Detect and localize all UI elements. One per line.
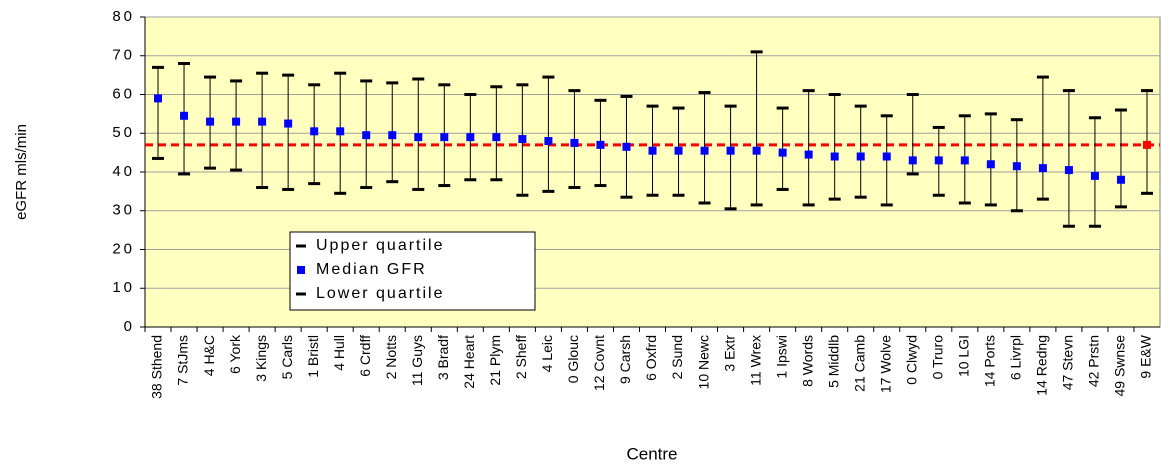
x-tick-label: 38 Sthend	[149, 335, 165, 399]
x-tick-label: 1 Ipswi	[773, 335, 789, 379]
median	[1038, 164, 1047, 173]
median	[700, 146, 709, 155]
median	[336, 127, 345, 136]
legend-label: Lower quartile	[316, 285, 445, 302]
legend-box	[289, 231, 536, 311]
x-tick-label: 2 Sund	[669, 335, 685, 379]
y-tick-label: 40	[112, 163, 135, 180]
x-tick-label: 24 Heart	[461, 335, 477, 389]
x-tick-label: 5 Carls	[279, 335, 295, 379]
median	[804, 150, 813, 159]
median	[258, 117, 267, 126]
x-tick-label: 10 LGI	[956, 335, 972, 377]
median	[908, 156, 917, 165]
median	[1012, 162, 1021, 171]
x-tick-label: 7 StJms	[175, 335, 191, 386]
median	[1142, 140, 1151, 149]
median	[492, 133, 501, 142]
x-tick-label: 0 Glouc	[565, 335, 581, 383]
median	[674, 146, 683, 155]
median	[778, 148, 787, 157]
y-tick-label: 80	[112, 8, 135, 25]
x-tick-label: 3 Kings	[253, 335, 269, 382]
median	[856, 152, 865, 161]
x-tick-label: 21 Plym	[487, 335, 503, 386]
x-tick-label: 3 Extr	[721, 335, 737, 372]
median	[206, 117, 215, 126]
x-axis-label: Centre	[626, 444, 677, 463]
x-tick-label: 11 Wrex	[747, 335, 763, 386]
x-tick-label: 10 Newc	[695, 335, 711, 389]
x-tick-label: 14 Ports	[982, 335, 998, 387]
x-tick-label: 4 Hull	[331, 335, 347, 371]
x-tick-label: 6 York	[227, 334, 243, 374]
x-tick-label: 9 E&W	[1138, 334, 1154, 378]
median	[518, 135, 527, 144]
median	[934, 156, 943, 165]
median	[648, 146, 657, 155]
x-tick-label: 6 Oxfrd	[643, 335, 659, 381]
x-tick-label: 6 Crdff	[357, 335, 373, 377]
legend-label: Median GFR	[316, 261, 427, 278]
y-tick-label: 60	[112, 85, 135, 102]
x-tick-label: 4 Leic	[539, 335, 555, 372]
y-axis-label: eGFR mls/min	[13, 124, 30, 220]
y-tick-label: 70	[112, 47, 135, 64]
median	[830, 152, 839, 161]
median	[180, 111, 189, 120]
x-tick-label: 2 Sheff	[513, 335, 529, 379]
x-tick-label: 21 Camb	[851, 335, 867, 392]
x-tick-label: 0 Truro	[929, 335, 945, 380]
x-tick-label: 11 Guys	[409, 335, 425, 386]
y-tick-label: 0	[124, 318, 135, 335]
median	[388, 131, 397, 140]
median	[154, 94, 163, 103]
y-tick-label: 20	[112, 240, 135, 257]
y-tick-label: 10	[112, 279, 135, 296]
median	[284, 119, 293, 128]
x-tick-label: 9 Carsh	[617, 335, 633, 384]
x-tick-label: 14 Redng	[1034, 335, 1050, 396]
median	[726, 146, 735, 155]
y-tick-label: 50	[112, 124, 135, 141]
median	[1116, 175, 1125, 184]
x-tick-label: 1 Bristl	[305, 335, 321, 378]
median	[986, 160, 995, 169]
x-tick-label: 0 Clwyd	[903, 335, 919, 385]
x-tick-label: 6 Livrpl	[1008, 335, 1024, 380]
x-tick-label: 5 Middlb	[825, 335, 841, 388]
median	[622, 142, 631, 151]
median	[596, 140, 605, 149]
median	[544, 137, 553, 145]
x-tick-label: 4 H&C	[201, 335, 217, 376]
median	[1064, 166, 1073, 175]
x-tick-label: 47 Stevn	[1060, 335, 1076, 390]
median	[440, 133, 449, 142]
x-tick-label: 49 Swnse	[1112, 335, 1128, 397]
x-tick-label: 12 Covnt	[591, 335, 607, 391]
x-tick-label: 42 Prstn	[1086, 335, 1102, 387]
median	[752, 146, 761, 155]
legend-label: Upper quartile	[316, 237, 445, 254]
median	[1090, 171, 1099, 180]
x-tick-label: 3 Bradf	[435, 335, 451, 380]
median	[570, 138, 579, 147]
x-tick-label: 2 Notts	[383, 335, 399, 379]
x-tick-label: 8 Words	[799, 335, 815, 387]
median	[414, 133, 423, 142]
median	[232, 117, 241, 126]
legend-swatch	[297, 266, 305, 274]
y-tick-label: 30	[112, 202, 135, 219]
median	[362, 131, 371, 140]
median	[960, 156, 969, 165]
x-tick-label: 17 Wolve	[877, 335, 893, 393]
median	[466, 133, 475, 142]
median	[310, 127, 319, 136]
median	[882, 152, 891, 161]
